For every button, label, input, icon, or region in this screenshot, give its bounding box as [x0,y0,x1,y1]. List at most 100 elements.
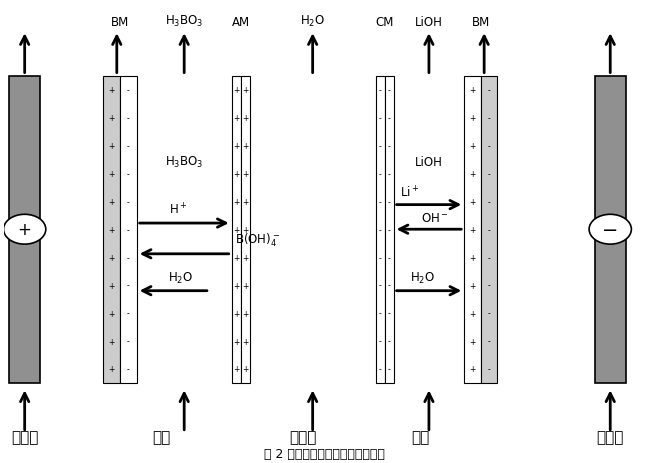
Text: +: + [469,197,476,206]
Text: Li$^+$: Li$^+$ [400,184,419,200]
Text: -: - [127,197,130,206]
Text: 脱盐室: 脱盐室 [289,429,317,444]
Text: -: - [127,142,130,150]
Text: -: - [127,86,130,95]
Text: +: + [469,225,476,234]
Text: +: + [242,253,249,262]
Text: -: - [388,253,391,262]
Text: H$_2$O: H$_2$O [410,270,435,286]
Text: CM: CM [376,16,394,29]
Text: +: + [233,337,239,346]
Text: -: - [127,114,130,123]
Text: -: - [379,86,382,95]
Text: +: + [469,365,476,374]
Text: -: - [379,253,382,262]
Text: -: - [127,365,130,374]
Text: -: - [127,281,130,290]
Bar [232,76,241,383]
Circle shape [589,215,631,244]
Text: -: - [127,169,130,178]
Text: -: - [379,142,382,150]
Text: +: + [108,253,115,262]
Text: OH$^-$: OH$^-$ [421,211,449,224]
Text: +: + [233,169,239,178]
Text: -: - [379,281,382,290]
Bar [464,76,481,383]
Text: +: + [242,197,249,206]
Text: -: - [388,169,391,178]
Text: +: + [242,281,249,290]
Text: +: + [233,309,239,318]
Text: -: - [388,225,391,234]
Text: +: + [233,225,239,234]
Text: +: + [233,142,239,150]
Bar [376,76,385,383]
Text: +: + [469,253,476,262]
Text: +: + [242,114,249,123]
Text: +: + [233,114,239,123]
Text: -: - [488,309,491,318]
Text: LiOH: LiOH [415,16,443,29]
Text: BM: BM [472,16,490,29]
Text: -: - [388,309,391,318]
Text: +: + [242,142,249,150]
Text: -: - [388,365,391,374]
Text: -: - [379,197,382,206]
Text: H$_3$BO$_3$: H$_3$BO$_3$ [165,155,203,170]
Text: +: + [469,114,476,123]
Text: -: - [488,142,491,150]
Text: 电极室: 电极室 [596,429,624,444]
Text: LiOH: LiOH [415,156,443,169]
Text: +: + [469,142,476,150]
Text: -: - [379,309,382,318]
Text: AM: AM [232,16,250,29]
Text: +: + [108,225,115,234]
Text: +: + [108,142,115,150]
Text: +: + [242,86,249,95]
Text: -: - [488,169,491,178]
Text: +: + [242,225,249,234]
Text: -: - [388,281,391,290]
Text: -: - [488,197,491,206]
Text: +: + [108,169,115,178]
Text: +: + [18,221,32,239]
Text: +: + [233,365,239,374]
Bar [481,76,498,383]
Text: +: + [233,253,239,262]
Text: -: - [488,337,491,346]
Text: +: + [233,281,239,290]
Text: +: + [108,197,115,206]
Text: -: - [488,225,491,234]
Text: +: + [242,169,249,178]
Text: +: + [108,309,115,318]
Text: +: + [469,169,476,178]
Text: -: - [127,253,130,262]
Text: +: + [108,86,115,95]
Text: -: - [127,337,130,346]
Text: H$_3$BO$_3$: H$_3$BO$_3$ [165,14,203,29]
Bar [385,76,394,383]
Text: +: + [242,337,249,346]
Text: -: - [388,337,391,346]
Text: +: + [469,337,476,346]
Text: -: - [388,86,391,95]
Bar [120,76,137,383]
Bar [241,76,250,383]
Text: +: + [469,281,476,290]
Text: -: - [488,114,491,123]
Bar [9,76,40,383]
Text: -: - [379,225,382,234]
Text: -: - [379,365,382,374]
Text: +: + [242,309,249,318]
Text: 碱室: 碱室 [411,429,430,444]
Text: -: - [488,86,491,95]
Text: +: + [233,86,239,95]
Text: -: - [127,309,130,318]
Text: +: + [108,365,115,374]
Text: -: - [379,169,382,178]
Text: +: + [469,86,476,95]
Text: -: - [388,197,391,206]
Text: +: + [108,114,115,123]
Text: H$_2$O: H$_2$O [300,14,325,29]
Text: H$_2$O: H$_2$O [168,270,193,286]
